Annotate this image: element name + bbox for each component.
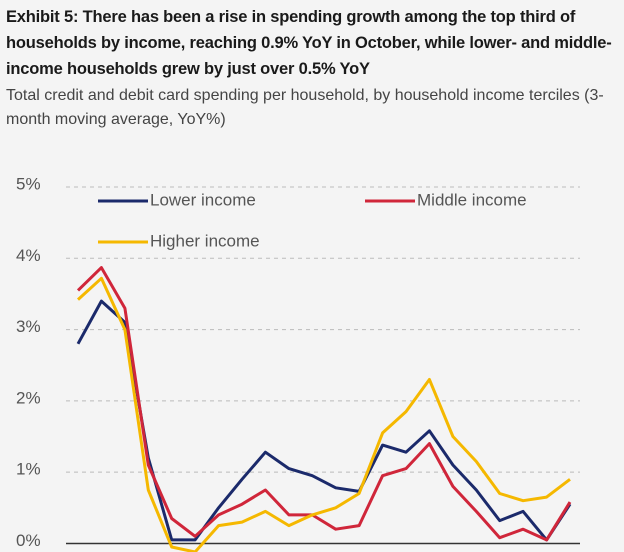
- chart-title: Exhibit 5: There has been a rise in spen…: [6, 8, 612, 78]
- y-tick-label: 3%: [16, 317, 41, 336]
- series-line: [76, 276, 571, 552]
- header: Exhibit 5: There has been a rise in spen…: [6, 4, 612, 132]
- series-line: [76, 266, 572, 542]
- chart-subtitle: Total credit and debit card spending per…: [6, 87, 604, 128]
- legend-label: Lower income: [150, 190, 256, 209]
- y-tick-label: 4%: [16, 246, 41, 265]
- y-tick-label: 2%: [16, 388, 41, 407]
- legend-label: Higher income: [150, 231, 260, 250]
- series-line: [76, 299, 572, 542]
- y-tick-label: 5%: [16, 174, 41, 193]
- y-tick-label: 1%: [16, 460, 41, 479]
- legend-label: Middle income: [417, 190, 527, 209]
- y-tick-label: 0%: [16, 531, 41, 550]
